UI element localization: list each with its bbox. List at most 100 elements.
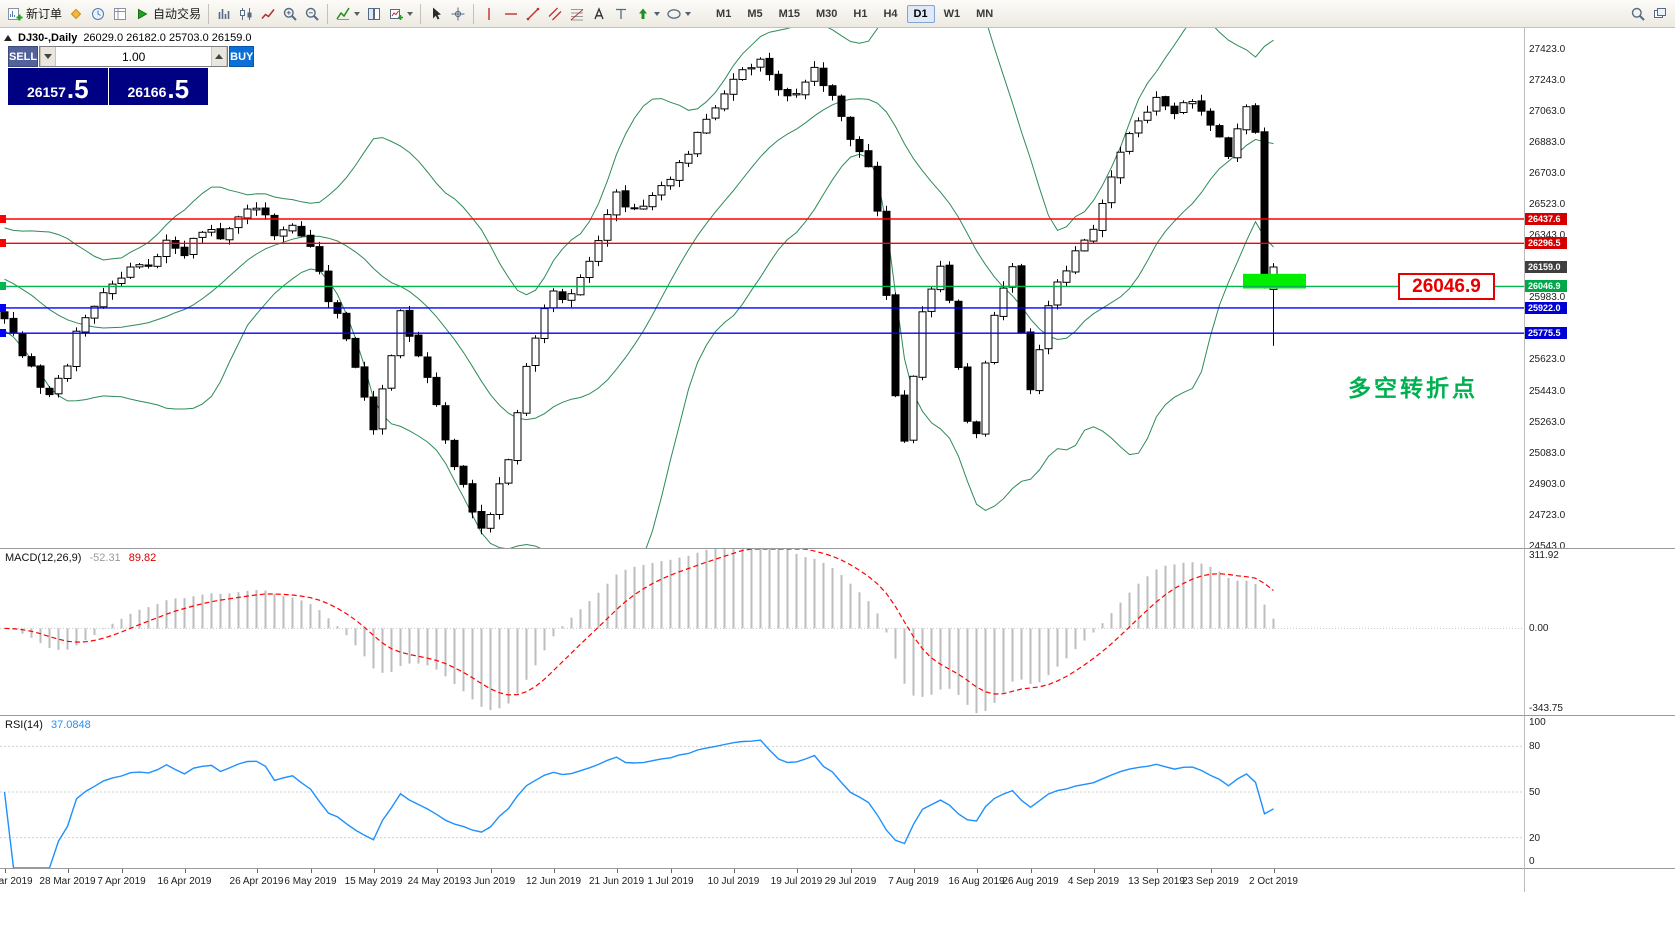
turning-point-note[interactable]: 多空转折点 <box>1348 375 1478 401</box>
rsi-scale-label: 20 <box>1529 832 1541 844</box>
new-chart-button[interactable] <box>385 2 416 26</box>
timeframe-group: M1 M5 M15 M30 H1 H4 D1 W1 MN <box>708 4 1001 23</box>
macd-scale-label: 311.92 <box>1529 550 1559 561</box>
shapes-button[interactable] <box>663 2 694 26</box>
price-level-callout[interactable]: 26046.9 <box>1398 273 1495 300</box>
arrow-tool-button[interactable] <box>632 2 663 26</box>
panel-separator[interactable] <box>0 548 1675 549</box>
price-badge: 26437.6 <box>1525 212 1567 225</box>
dropdown-caret-icon <box>654 11 661 16</box>
macd-scale-label: -343.75 <box>1529 703 1563 714</box>
new-order-button[interactable]: 新订单 <box>4 2 65 26</box>
zoom-out-button[interactable] <box>301 2 323 26</box>
vertical-line-button[interactable] <box>478 2 500 26</box>
buy-price-panel[interactable]: 26166.5 <box>108 68 208 105</box>
volume-increase-button[interactable] <box>211 47 228 66</box>
time-tick <box>373 869 375 873</box>
rsi-plot[interactable] <box>0 716 1524 868</box>
timeframe-d1-button[interactable]: D1 <box>906 4 935 23</box>
fibonacci-button[interactable] <box>566 2 588 26</box>
volume-decrease-button[interactable] <box>40 47 57 66</box>
tile-windows-button[interactable] <box>363 2 385 26</box>
time-tick <box>976 869 978 873</box>
time-tick-label: 24 May 2019 <box>407 876 466 887</box>
crosshair-button[interactable] <box>447 2 469 26</box>
trendline-button[interactable] <box>522 2 544 26</box>
new-order-icon <box>8 7 23 20</box>
price-tick-label: 24543.0 <box>1529 540 1566 552</box>
timeframe-m15-button[interactable]: M15 <box>778 7 800 20</box>
macd-signal-line <box>4 549 1274 696</box>
windows-button[interactable] <box>1649 2 1671 26</box>
cursor-button[interactable] <box>425 2 447 26</box>
price-tick-label: 27063.0 <box>1529 106 1566 118</box>
search-button[interactable] <box>1627 2 1649 26</box>
price-tick-label: 24723.0 <box>1529 509 1566 521</box>
price-tick-label: 25623.0 <box>1529 354 1566 366</box>
buy-button[interactable]: BUY <box>229 46 255 67</box>
candlestick-chart-button[interactable] <box>235 2 257 26</box>
price-axis-border <box>1524 28 1525 892</box>
macd-plot[interactable] <box>0 549 1524 715</box>
sell-button[interactable]: SELL <box>8 46 39 67</box>
price-badge: 26046.9 <box>1525 280 1567 293</box>
highlight-rectangle[interactable] <box>1243 273 1306 289</box>
indicators-button[interactable] <box>332 2 363 26</box>
metaeditor-button[interactable] <box>65 2 87 26</box>
windows-icon <box>1654 7 1666 18</box>
time-tick-label: 19 Mar 2019 <box>0 876 33 887</box>
price-badge: 25922.0 <box>1525 301 1567 314</box>
channel-icon <box>548 7 562 20</box>
zoom-in-button[interactable] <box>279 2 301 26</box>
sell-price-panel[interactable]: 26157.5 <box>8 68 108 105</box>
timeframe-m5-button[interactable]: M5 <box>747 7 763 20</box>
dropdown-caret-icon <box>685 11 692 16</box>
bollinger-lower-band <box>4 153 1274 548</box>
candles <box>0 52 1278 535</box>
time-tick <box>616 869 618 873</box>
time-tick-label: 10 Jul 2019 <box>707 876 760 887</box>
macd-panel: MACD(12,26,9) -52.31 89.82 311.92 0.00 -34… <box>0 549 1675 715</box>
new-chart-icon <box>390 8 404 20</box>
ohlc-values: 26029.0 26182.0 25703.0 26159.0 <box>83 32 252 44</box>
time-tick <box>796 869 798 873</box>
channel-button[interactable] <box>544 2 566 26</box>
price-tick-label: 25443.0 <box>1529 385 1566 397</box>
symbol-label: DJ30-,Daily <box>18 32 78 44</box>
panel-separator[interactable] <box>0 715 1675 716</box>
rsi-scale-label: 0 <box>1529 856 1535 867</box>
time-tick-label: 13 Sep 2019 <box>1128 876 1185 887</box>
timeframe-m30-button[interactable]: M30 <box>816 7 838 20</box>
timeframe-h4-button[interactable]: H4 <box>883 7 898 20</box>
text-button[interactable] <box>588 2 610 26</box>
timeframe-h1-button[interactable]: H1 <box>853 7 868 20</box>
price-tick-label: 25263.0 <box>1529 416 1566 428</box>
timeframe-mn-button[interactable]: MN <box>976 7 994 20</box>
price-plot[interactable] <box>0 28 1524 548</box>
trade-controls-row: SELL BUY <box>8 46 255 67</box>
volume-input[interactable] <box>56 47 212 66</box>
time-tick <box>310 869 312 873</box>
rsi-line <box>3 739 1274 868</box>
time-tick-label: 23 Sep 2019 <box>1182 876 1239 887</box>
time-tick-label: 7 Aug 2019 <box>888 876 939 887</box>
timeframe-w1-button[interactable]: W1 <box>943 7 961 20</box>
chart-symbol-info: DJ30-,Daily 26029.0 26182.0 25703.0 2615… <box>4 32 252 44</box>
expand-arrow-icon[interactable] <box>4 35 12 41</box>
market-watch-button[interactable] <box>87 2 109 26</box>
time-tick <box>1156 869 1158 873</box>
data-window-button[interactable] <box>109 2 131 26</box>
arrow-tool-icon <box>639 8 648 19</box>
one-click-trading-panel: SELL BUY 26157.5 26166.5 <box>8 46 255 105</box>
level-left-marker <box>0 282 6 291</box>
horizontal-line-icon <box>505 12 518 15</box>
time-tick <box>121 869 123 873</box>
timeframe-m1-button[interactable]: M1 <box>716 7 732 20</box>
label-button[interactable] <box>610 2 632 26</box>
bar-chart-button[interactable] <box>213 2 235 26</box>
price-tick-label: 24903.0 <box>1529 478 1566 490</box>
autotrading-button[interactable]: 自动交易 <box>131 2 204 26</box>
line-chart-button[interactable] <box>257 2 279 26</box>
horizontal-line-button[interactable] <box>500 2 522 26</box>
